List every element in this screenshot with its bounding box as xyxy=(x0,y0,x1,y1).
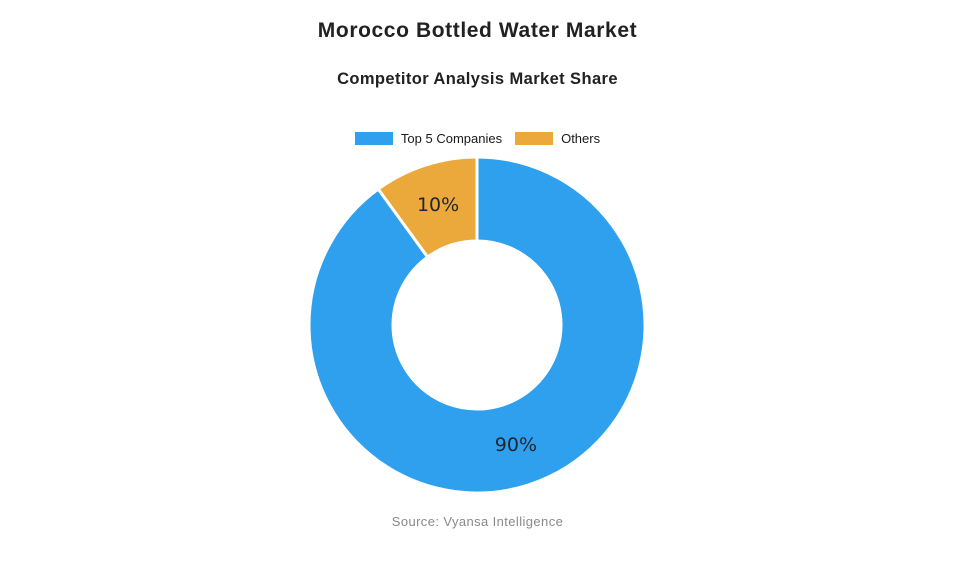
legend-label-top-5-companies: Top 5 Companies xyxy=(400,131,503,146)
pie-slice-others[interactable] xyxy=(376,155,479,259)
legend-item-others[interactable]: Others xyxy=(515,131,600,146)
pie-slice-top-5-companies[interactable] xyxy=(307,155,647,495)
data-label-others: 10% xyxy=(417,194,459,216)
legend-swatch-top-5-companies xyxy=(354,132,393,145)
chart-legend: Top 5 Companies Others xyxy=(0,131,955,146)
donut-chart: 90% 10% xyxy=(277,125,677,525)
legend-item-top-5-companies[interactable]: Top 5 Companies xyxy=(354,131,503,146)
data-label-top-5-companies: 90% xyxy=(495,434,537,456)
donut-chart-svg: 90% 10% xyxy=(307,155,647,495)
legend-swatch-others xyxy=(515,132,554,145)
page-title: Morocco Bottled Water Market xyxy=(317,19,638,42)
source-attribution: Source: Vyansa Intelligence xyxy=(391,514,564,529)
chart-subtitle: Competitor Analysis Market Share xyxy=(337,70,618,88)
legend-label-others: Others xyxy=(561,131,601,146)
